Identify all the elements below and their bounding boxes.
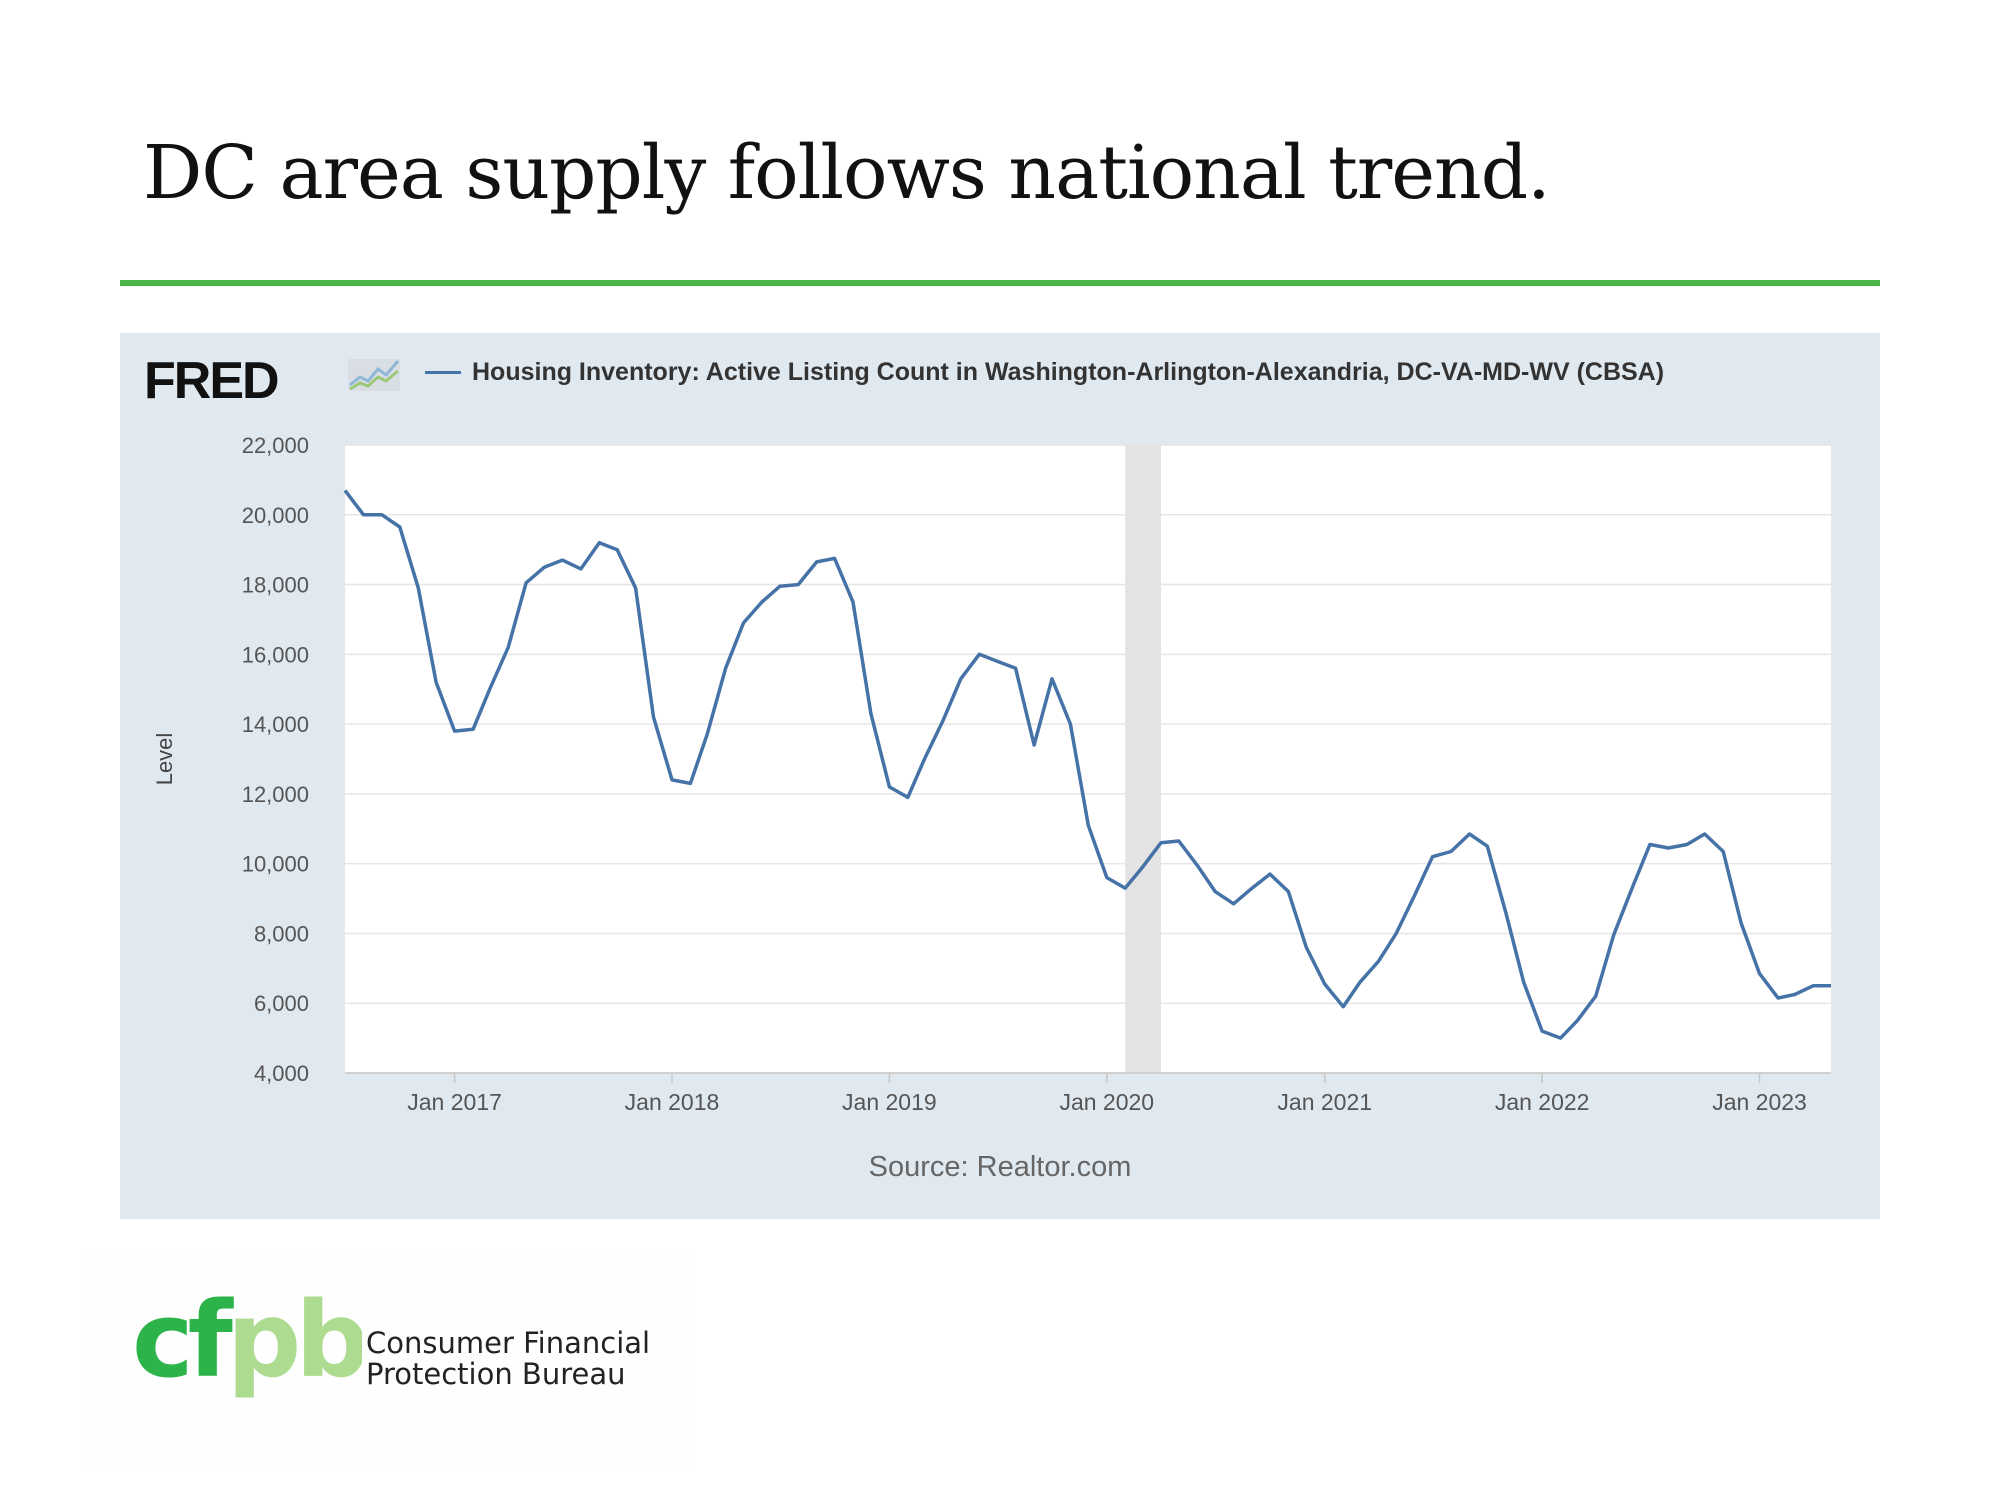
- x-tick-label: Jan 2023: [1712, 1089, 1807, 1115]
- cfpb-name-line-2: Protection Bureau: [366, 1357, 626, 1391]
- y-tick-label: 22,000: [242, 433, 309, 458]
- recession-shading: [1125, 445, 1161, 1073]
- cfpb-name-line-1: Consumer Financial: [366, 1326, 651, 1360]
- x-tick-label: Jan 2017: [407, 1089, 502, 1115]
- plot-area: [345, 445, 1831, 1073]
- y-axis-label: Level: [152, 733, 177, 786]
- y-tick-label: 8,000: [254, 921, 309, 946]
- fred-chart-panel: FRED Housing Inventory: Active Listing C…: [120, 333, 1880, 1219]
- legend-series-swatch: [425, 371, 461, 374]
- y-tick-label: 20,000: [242, 503, 309, 528]
- title-divider: [120, 280, 1880, 286]
- legend-series-label: Housing Inventory: Active Listing Count …: [472, 358, 1665, 386]
- y-tick-label: 14,000: [242, 712, 309, 737]
- x-tick-label: Jan 2018: [625, 1089, 720, 1115]
- x-tick-label: Jan 2022: [1495, 1089, 1590, 1115]
- line-chart: 4,000 6,000 8,000 10,000 12,000 14,000 16,000 1…: [152, 433, 1831, 1115]
- cfpb-agency-name: Consumer Financial Protection Bureau: [366, 1328, 650, 1390]
- cfpb-logo-block: cfpb Consumer Financial Protection Burea…: [80, 1248, 690, 1470]
- cfpb-logo: cfpb: [132, 1292, 362, 1401]
- cfpb-logo-letter: c: [132, 1292, 188, 1401]
- fred-chart-icon: [348, 359, 400, 391]
- source-note: Source: Realtor.com: [868, 1151, 1132, 1183]
- y-tick-label: 18,000: [242, 573, 309, 598]
- fred-logo: FRED: [144, 352, 280, 410]
- x-tick-label: Jan 2020: [1059, 1089, 1154, 1115]
- y-tick-label: 16,000: [242, 642, 309, 667]
- cfpb-logo-letter: p: [227, 1292, 297, 1401]
- cfpb-logo-letter: b: [295, 1292, 362, 1401]
- y-tick-label: 4,000: [254, 1061, 309, 1086]
- x-tick-label: Jan 2019: [842, 1089, 937, 1115]
- slide-title: DC area supply follows national trend.: [143, 130, 1551, 216]
- series-line: [343, 489, 1831, 1040]
- x-tick-label: Jan 2021: [1277, 1089, 1372, 1115]
- svg-text:cfpb: cfpb: [132, 1292, 362, 1401]
- y-tick-label: 10,000: [242, 852, 309, 877]
- y-tick-label: 12,000: [242, 782, 309, 807]
- y-tick-label: 6,000: [254, 991, 309, 1016]
